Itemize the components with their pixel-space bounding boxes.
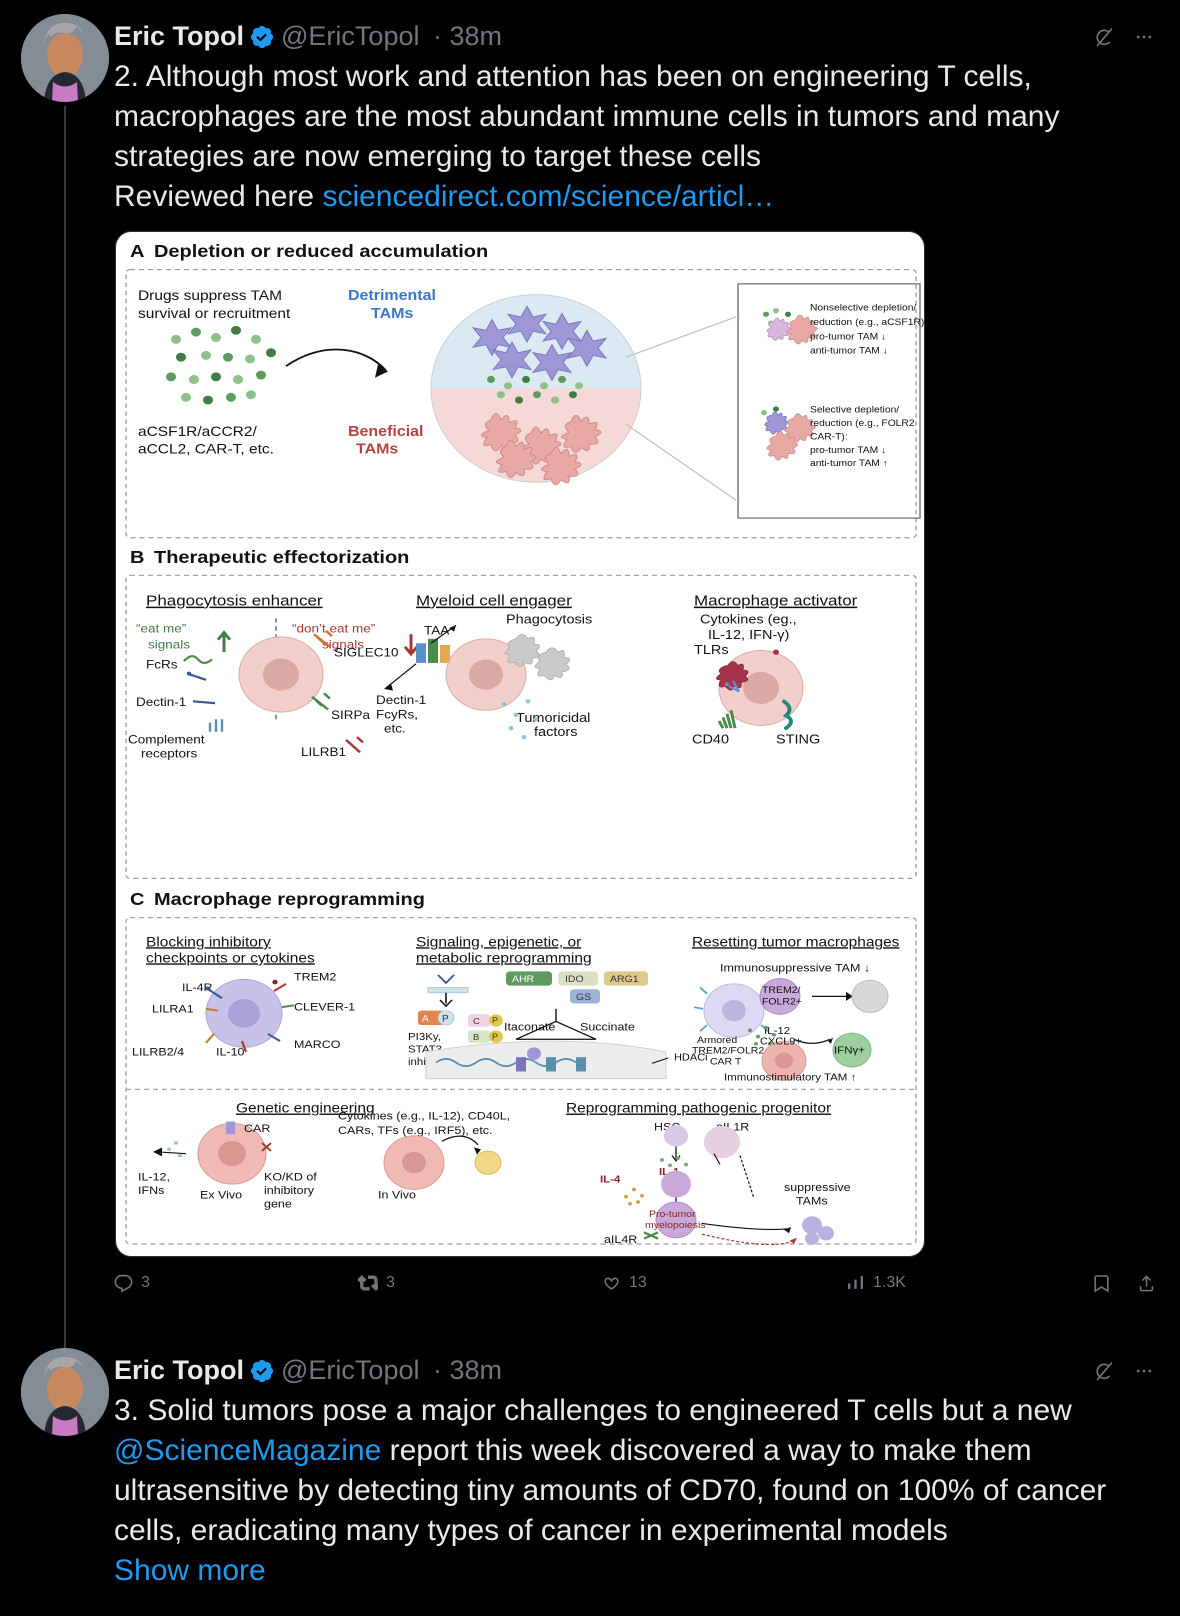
svg-text:LILRA1: LILRA1 (152, 1002, 194, 1015)
svg-text:TREM2/: TREM2/ (762, 985, 801, 995)
svg-text:B: B (473, 1033, 479, 1042)
svg-text:LILRB1: LILRB1 (301, 745, 346, 759)
svg-text:AHR: AHR (512, 975, 534, 985)
svg-text:CARs, TFs (e.g., IRF5), etc.: CARs, TFs (e.g., IRF5), etc. (338, 1124, 493, 1137)
svg-text:PI3Ky,: PI3Ky, (408, 1032, 441, 1043)
svg-text:CXCL9+: CXCL9+ (760, 1037, 802, 1047)
svg-text:IFNs: IFNs (138, 1184, 164, 1197)
svg-text:Pro-tumor: Pro-tumor (649, 1210, 696, 1220)
svg-text:Ex Vivo: Ex Vivo (200, 1188, 243, 1201)
svg-text:checkpoints or cytokines: checkpoints or cytokines (146, 951, 315, 966)
svg-text:Cytokines (eg.,: Cytokines (eg., (700, 612, 797, 626)
svg-text:Beneficial: Beneficial (348, 424, 423, 440)
svg-text:Depletion or reduced accumulat: Depletion or reduced accumulation (154, 242, 488, 262)
svg-text:Reprogramming pathogenic proge: Reprogramming pathogenic progenitor (566, 1101, 831, 1116)
svg-text:GS: GS (576, 992, 592, 1002)
svg-text:“eat me”: “eat me” (136, 621, 186, 635)
svg-text:Immunostimulatory TAM ↑: Immunostimulatory TAM ↑ (724, 1072, 856, 1083)
svg-text:myelopoiesis: myelopoiesis (645, 1220, 706, 1230)
svg-text:P: P (492, 1032, 498, 1041)
svg-text:pro-tumor TAM ↓: pro-tumor TAM ↓ (810, 332, 886, 342)
svg-text:FcyRs,: FcyRs, (376, 707, 418, 721)
svg-text:Resetting tumor macrophages: Resetting tumor macrophages (692, 935, 899, 950)
svg-text:TAA: TAA (424, 623, 450, 637)
svg-text:LILRB2/4: LILRB2/4 (132, 1045, 184, 1058)
svg-text:receptors: receptors (141, 746, 197, 760)
svg-text:aIL4R: aIL4R (604, 1233, 637, 1246)
svg-text:P: P (492, 1016, 498, 1025)
svg-text:Selective depletion/: Selective depletion/ (810, 405, 899, 415)
svg-text:Cytokines (e.g., IL-12), CD40L: Cytokines (e.g., IL-12), CD40L, (338, 1109, 510, 1122)
svg-text:Itaconate: Itaconate (504, 1020, 556, 1033)
svg-text:Signaling, epigenetic, or: Signaling, epigenetic, or (416, 935, 581, 950)
svg-text:FcRs: FcRs (146, 657, 177, 671)
svg-text:Immunosuppressive TAM ↓: Immunosuppressive TAM ↓ (720, 961, 870, 974)
svg-text:aCCL2, CAR-T, etc.: aCCL2, CAR-T, etc. (138, 442, 274, 457)
svg-text:C: C (473, 1017, 480, 1026)
svg-text:B: B (130, 548, 144, 568)
svg-text:Phagocytosis: Phagocytosis (506, 612, 592, 626)
svg-text:Succinate: Succinate (580, 1020, 635, 1033)
svg-text:FOLR2+: FOLR2+ (762, 997, 802, 1007)
svg-text:reduction (e.g., FOLR2: reduction (e.g., FOLR2 (810, 418, 915, 428)
svg-text:signals: signals (148, 637, 190, 651)
svg-text:Complement: Complement (128, 732, 205, 746)
svg-text:Macrophage activator: Macrophage activator (694, 592, 858, 609)
svg-text:Nonselective depletion/: Nonselective depletion/ (810, 303, 917, 313)
svg-text:KO/KD of: KO/KD of (264, 1170, 317, 1183)
svg-text:CLEVER-1: CLEVER-1 (294, 1000, 356, 1013)
svg-text:IL-10: IL-10 (216, 1045, 245, 1058)
svg-text:IDO: IDO (565, 975, 584, 985)
svg-text:P: P (442, 1014, 449, 1024)
svg-text:Blocking inhibitory: Blocking inhibitory (146, 935, 271, 950)
svg-text:anti-tumor TAM ↑: anti-tumor TAM ↑ (810, 459, 888, 469)
svg-text:anti-tumor TAM ↓: anti-tumor TAM ↓ (810, 346, 888, 356)
svg-text:SIRPa: SIRPa (331, 708, 371, 722)
svg-text:Dectin-1: Dectin-1 (136, 695, 186, 709)
svg-text:gene: gene (264, 1197, 292, 1210)
svg-text:STING: STING (776, 732, 820, 746)
svg-text:IL-12, IFN-γ): IL-12, IFN-γ) (708, 627, 789, 641)
svg-text:ARG1: ARG1 (610, 975, 639, 985)
svg-text:TREM2/FOLR2: TREM2/FOLR2 (692, 1046, 765, 1056)
svg-text:IL-4: IL-4 (600, 1174, 620, 1185)
svg-text:Therapeutic effectorization: Therapeutic effectorization (154, 548, 409, 568)
svg-text:IL-12,: IL-12, (138, 1170, 170, 1183)
svg-text:Myeloid cell engager: Myeloid cell engager (416, 592, 572, 609)
svg-text:TLRs: TLRs (694, 643, 729, 657)
svg-text:CAR: CAR (244, 1122, 270, 1135)
svg-text:TAMs: TAMs (356, 441, 398, 457)
svg-text:Phagocytosis enhancer: Phagocytosis enhancer (146, 592, 323, 609)
svg-text:Detrimental: Detrimental (348, 288, 436, 304)
svg-text:Tumoricidal: Tumoricidal (516, 711, 590, 725)
svg-text:inhibitory: inhibitory (264, 1184, 314, 1197)
svg-text:pro-tumor TAM ↓: pro-tumor TAM ↓ (810, 445, 886, 455)
svg-text:TAMs: TAMs (796, 1194, 828, 1207)
svg-text:IL-12: IL-12 (764, 1025, 790, 1036)
svg-text:A: A (422, 1014, 429, 1024)
svg-text:CD40: CD40 (692, 732, 729, 746)
svg-text:C: C (130, 890, 145, 910)
svg-text:aCSF1R/aCCR2/: aCSF1R/aCCR2/ (138, 425, 258, 440)
svg-text:Macrophage reprogramming: Macrophage reprogramming (154, 890, 425, 910)
svg-text:suppressive: suppressive (784, 1181, 851, 1194)
svg-text:TAMs: TAMs (371, 306, 413, 322)
svg-text:In Vivo: In Vivo (378, 1188, 416, 1201)
svg-text:A: A (130, 242, 145, 262)
svg-text:SIGLEC10: SIGLEC10 (334, 645, 399, 659)
svg-text:Drugs suppress TAM: Drugs suppress TAM (138, 289, 282, 304)
svg-text:Armored: Armored (697, 1035, 737, 1045)
svg-text:CAR T: CAR T (710, 1057, 741, 1067)
svg-text:TREM2: TREM2 (294, 970, 336, 983)
svg-text:CAR-T):: CAR-T): (810, 432, 848, 442)
svg-text:MARCO: MARCO (294, 1038, 340, 1051)
svg-text:factors: factors (534, 725, 578, 739)
svg-text:etc.: etc. (384, 721, 406, 735)
svg-text:metabolic reprogramming: metabolic reprogramming (416, 951, 592, 966)
svg-text:“don’t eat me”: “don’t eat me” (292, 621, 375, 635)
svg-text:IFNγ+: IFNγ+ (834, 1045, 865, 1056)
svg-text:survival or recruitment: survival or recruitment (138, 307, 290, 322)
svg-text:reduction (e.g., aCSF1R):: reduction (e.g., aCSF1R): (810, 317, 925, 327)
svg-text:Dectin-1: Dectin-1 (376, 693, 426, 707)
